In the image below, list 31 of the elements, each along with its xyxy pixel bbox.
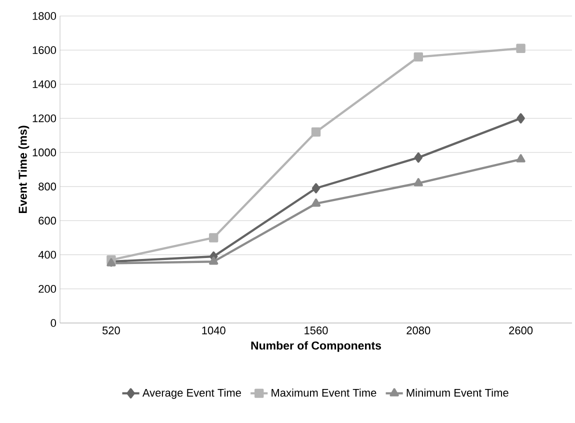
point (414, 52, 423, 62)
y-tick-label: 1000 (32, 148, 56, 156)
x-tick-label: 1040 (202, 326, 226, 334)
legend-label: Minimum Event Time (406, 388, 508, 397)
point (209, 233, 218, 242)
point (311, 198, 321, 207)
point (311, 127, 321, 137)
y-axis-title: Event Time (ms) (18, 126, 30, 214)
y-tick-label: 0 (50, 319, 56, 327)
y-tick-label: 200 (38, 285, 56, 293)
point (516, 154, 526, 162)
y-tick-label: 1200 (32, 114, 56, 122)
legend-label: Maximum Event Time (272, 388, 376, 397)
legend-label: Average Event Time (142, 388, 241, 399)
x-tick-label: 2080 (406, 326, 430, 334)
y-tick-label: 400 (38, 250, 56, 259)
point (209, 256, 218, 265)
point (414, 152, 422, 163)
y-tick-label: 1800 (32, 12, 56, 20)
x-tick-label: 1560 (304, 326, 328, 334)
y-tick-label: 600 (38, 216, 56, 225)
point (414, 178, 423, 186)
y-tick-label: 1600 (32, 46, 56, 54)
y-tick-label: 1400 (32, 80, 56, 88)
x-tick-label: 520 (102, 326, 120, 334)
point (516, 44, 526, 53)
x-axis-title: Number of Components (251, 341, 382, 352)
point (516, 113, 525, 124)
x-tick-label: 2600 (509, 326, 533, 334)
y-tick-label: 800 (38, 182, 56, 190)
point (312, 183, 320, 194)
